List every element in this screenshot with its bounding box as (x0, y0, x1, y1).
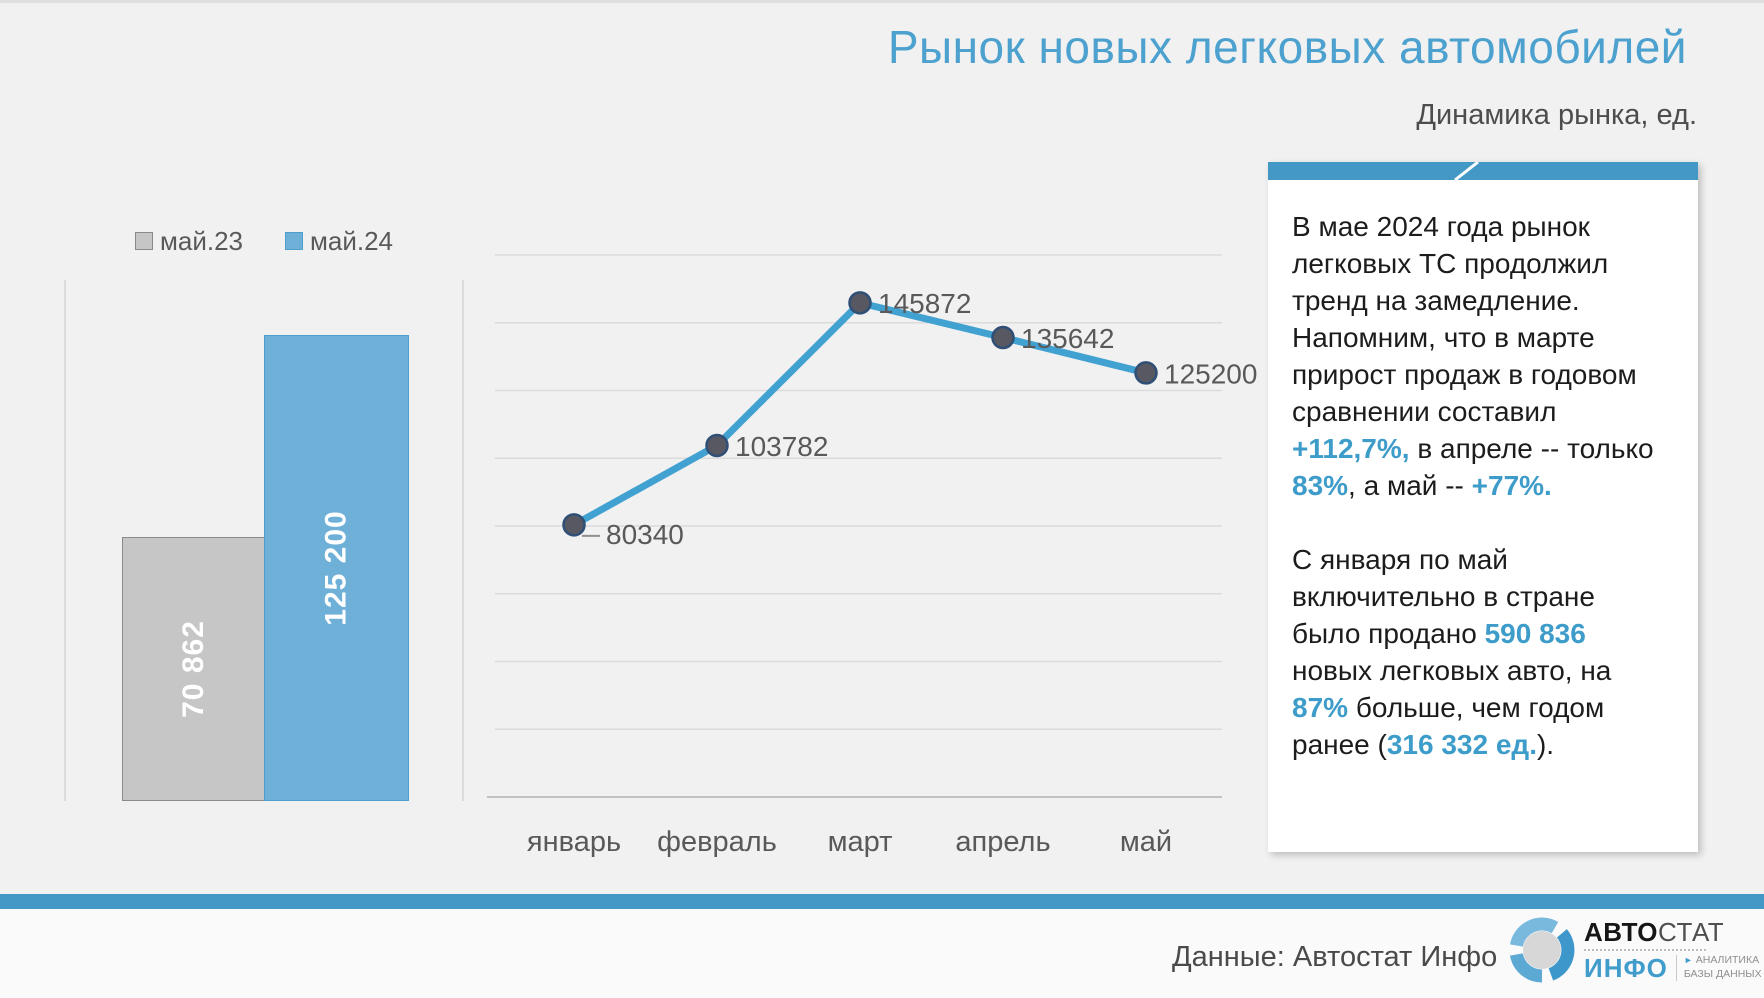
month-label: апрель (955, 826, 1051, 858)
text-segment: 87% (1292, 692, 1349, 723)
month-label: январь (526, 826, 622, 858)
logo-brand-light: СТАТ (1658, 916, 1725, 947)
footer (0, 909, 1764, 998)
line-chart-months: январь февраль март апрель май (495, 826, 1222, 866)
text-segment: С января по май включительно в стране бы… (1292, 544, 1595, 649)
text-segment: 83% (1292, 470, 1349, 501)
panel-strip-slash-icon (1454, 160, 1479, 182)
page-title: Рынок новых легковых автомобилей (887, 21, 1687, 73)
text-segment: +77%. (1471, 470, 1552, 501)
logo-tagline: ► АНАЛИТИКА БАЗЫ ДАННЫХ (1684, 954, 1762, 981)
logo-tagline-line1: АНАЛИТИКА (1695, 953, 1760, 966)
legend-label: май.24 (310, 225, 394, 256)
data-label: 135642 (1021, 323, 1114, 354)
data-point (562, 513, 586, 537)
data-label: 125200 (1164, 358, 1257, 389)
top-edge-divider (0, 0, 1764, 3)
data-label: 145872 (878, 288, 971, 319)
bottom-accent-band (0, 894, 1764, 909)
bar-май.23: 70 862 (122, 537, 265, 801)
info-panel: В мае 2024 года рынок легковых ТС продол… (1268, 160, 1698, 852)
line-chart: 80340 103782 145872 135642 125200 (487, 254, 1257, 798)
month-label: март (827, 826, 893, 858)
data-label: 80340 (606, 519, 684, 550)
month-label: февраль (657, 826, 777, 858)
data-point (1134, 361, 1158, 385)
data-point (991, 325, 1015, 350)
text-segment: новых легковых авто, на (1292, 655, 1612, 686)
logo-swirl-icon (1509, 917, 1575, 983)
text-segment: , а май -- (1348, 470, 1472, 501)
logo-arrow-icon: ► (1683, 954, 1693, 965)
panel-paragraph: В мае 2024 года рынок легковых ТС продол… (1292, 208, 1660, 504)
text-segment: ). (1536, 729, 1555, 760)
logo-text-block: АВТОСТАТ ИНФО ► АНАЛИТИКА БАЗЫ ДАННЫХ (1584, 919, 1762, 981)
legend-item: май.23 (134, 225, 243, 257)
legend-swatch-icon (134, 232, 153, 250)
data-label: 103782 (735, 431, 828, 462)
text-segment: 316 332 ед. (1386, 729, 1537, 760)
bar-май.24: 125 200 (264, 335, 409, 801)
text-segment: 590 836 (1484, 618, 1586, 649)
bar-value-label: 70 862 (176, 620, 210, 719)
month-label: май (1119, 826, 1173, 858)
panel-paragraph: С января по май включительно в стране бы… (1292, 541, 1660, 763)
text-segment: В мае 2024 года рынок легковых ТС продол… (1292, 211, 1637, 427)
bar-chart-legend: май.23 май.24 (64, 226, 464, 256)
text-segment: в апреле -- только (1409, 433, 1654, 464)
logo-info-label: ИНФО (1584, 952, 1668, 983)
logo-vertical-divider (1675, 954, 1677, 981)
page-subtitle: Динамика рынка, ед. (1416, 99, 1697, 131)
bar-chart-plot: 70 862 125 200 (64, 280, 464, 801)
data-point (705, 433, 729, 458)
legend-swatch-icon (285, 232, 303, 250)
text-segment: +112,7%, (1292, 433, 1410, 464)
text-segment: больше, чем годом ранее ( (1292, 692, 1605, 760)
data-point (848, 291, 872, 315)
data-source-label: Данные: Автостат Инфо (1172, 941, 1498, 973)
logo-dotted-divider (1584, 948, 1706, 951)
autostat-info-logo: АВТОСТАТ ИНФО ► АНАЛИТИКА БАЗЫ ДАННЫХ (1508, 916, 1762, 984)
logo-second-row: ИНФО ► АНАЛИТИКА БАЗЫ ДАННЫХ (1584, 954, 1762, 981)
panel-header-strip (1268, 160, 1698, 182)
logo-brand: АВТОСТАТ (1584, 919, 1762, 945)
legend-item: май.24 (285, 226, 393, 257)
legend-label: май.23 (159, 225, 243, 256)
logo-tagline-line2: БАЗЫ ДАННЫХ (1683, 967, 1762, 980)
logo-brand-bold: АВТО (1584, 916, 1659, 947)
panel-text: В мае 2024 года рынок легковых ТС продол… (1292, 180, 1660, 852)
bar-value-label: 125 200 (319, 510, 353, 626)
